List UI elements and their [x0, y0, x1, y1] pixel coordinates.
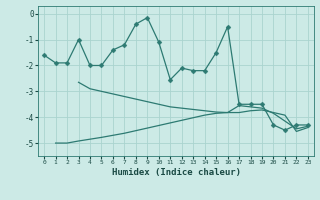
X-axis label: Humidex (Indice chaleur): Humidex (Indice chaleur)	[111, 168, 241, 177]
